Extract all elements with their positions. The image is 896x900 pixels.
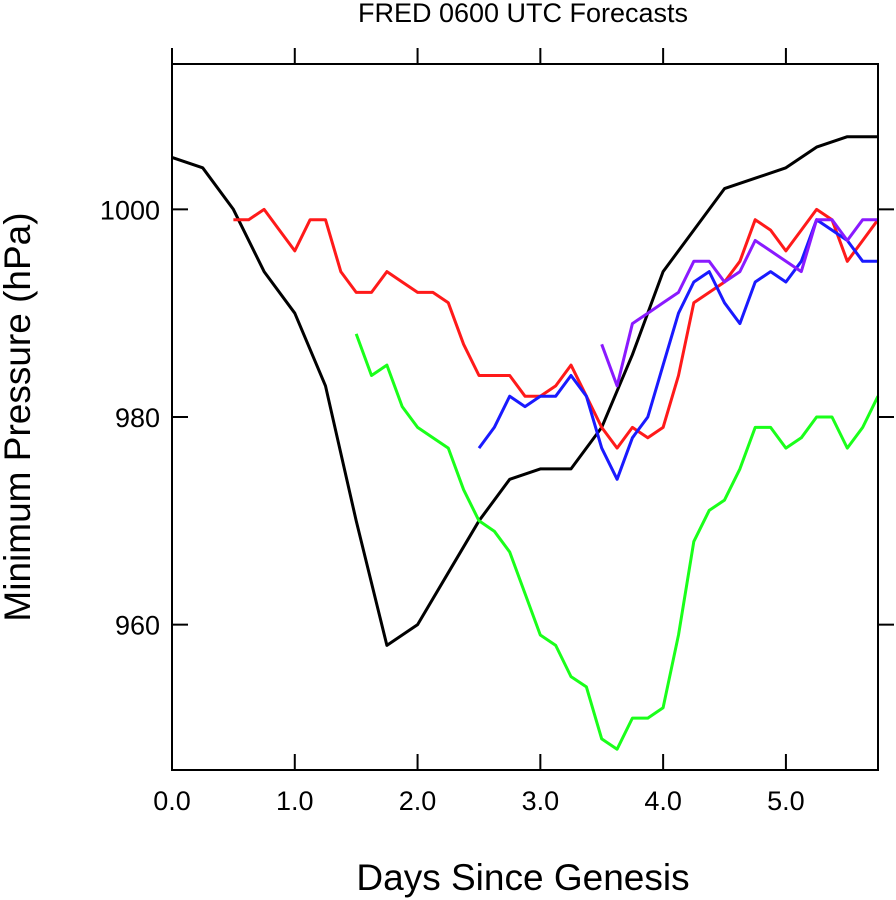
x-axis-title: Days Since Genesis	[356, 857, 689, 898]
tick-layer: 0.0 1.0 2.0 3.0 4.0 5.0 960 980 1000	[100, 48, 894, 816]
y-tick-label: 1000	[100, 195, 160, 225]
y-tick-label: 960	[115, 611, 160, 641]
series-line-4	[600, 218, 878, 388]
series-layer	[171, 135, 880, 751]
series-line-3	[477, 218, 878, 481]
x-tick-label: 5.0	[767, 786, 805, 816]
series-line-1	[171, 135, 878, 647]
x-tick-label: 4.0	[644, 786, 682, 816]
series-line-2	[233, 207, 880, 450]
chart-title: FRED 0600 UTC Forecasts	[358, 0, 688, 28]
series-line-5	[354, 333, 880, 751]
x-tick-label: 3.0	[522, 786, 560, 816]
y-axis-title: Minimum Pressure (hPa)	[0, 212, 38, 621]
y-tick-label: 980	[115, 403, 160, 433]
x-tick-label: 0.0	[153, 786, 191, 816]
plot-frame	[171, 63, 879, 771]
x-tick-label: 2.0	[399, 786, 437, 816]
x-tick-label: 1.0	[276, 786, 314, 816]
